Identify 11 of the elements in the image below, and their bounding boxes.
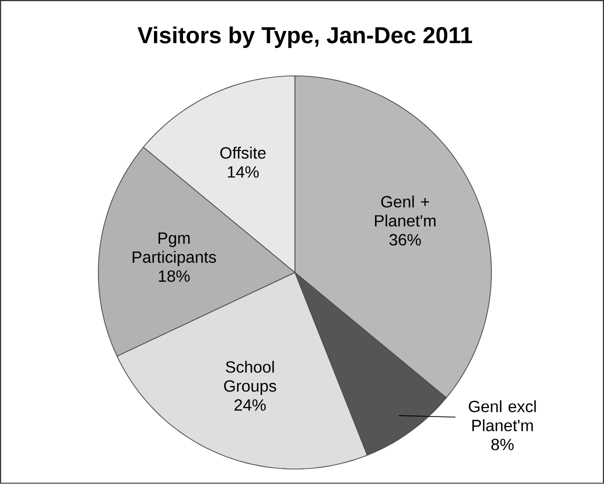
slice-label: Offsite — [220, 146, 266, 159]
slice-label: Pgm Participants — [132, 232, 216, 266]
data-label: 18% — [158, 270, 190, 282]
data-label: 36% — [389, 234, 421, 246]
data-label: 24% — [234, 399, 266, 411]
slice-label: Genl + Planet'm — [375, 196, 436, 227]
chart-title: Visitors by Type, Jan-Dec 2011 — [138, 26, 472, 48]
slice-label: School Groups — [224, 360, 276, 396]
data-label: 14% — [228, 166, 259, 178]
data-label: 8% — [491, 438, 514, 450]
slice-label: Genl excl Planet'm — [468, 400, 536, 432]
